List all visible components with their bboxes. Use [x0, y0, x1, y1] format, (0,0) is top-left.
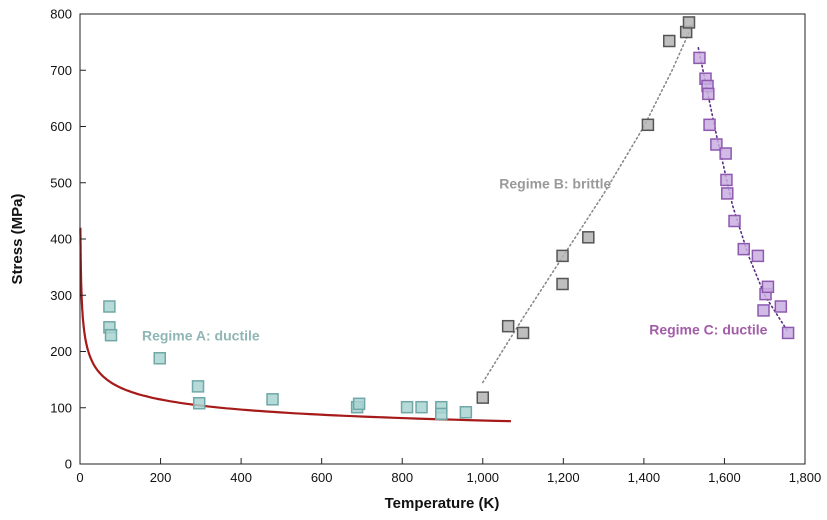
data-point — [721, 187, 734, 200]
x-axis-title: Temperature (K) — [385, 495, 500, 512]
data-point — [781, 326, 795, 340]
data-point — [103, 300, 116, 313]
data-point — [352, 397, 366, 411]
y-tick-label: 400 — [50, 232, 72, 247]
plot-frame — [79, 13, 806, 465]
dotted-fit-line-1 — [482, 24, 693, 384]
y-tick-label: 300 — [50, 288, 72, 303]
regime-annotations: Regime A: ductile Regime B: brittle Regime… — [142, 175, 768, 343]
data-point — [582, 231, 595, 244]
data-points — [103, 16, 795, 421]
x-tick-label: 1,800 — [789, 470, 822, 485]
data-point — [104, 328, 118, 342]
y-tick-label: 800 — [50, 7, 72, 22]
regime-a-fit-curve — [79, 227, 512, 423]
data-point — [751, 249, 765, 263]
data-point — [757, 304, 770, 317]
data-point — [191, 380, 205, 393]
data-point — [459, 406, 473, 419]
regime-label: Regime B: brittle — [499, 175, 611, 191]
x-tick-label: 1,200 — [547, 470, 580, 485]
x-tick-label: 400 — [230, 470, 252, 485]
regime-label: Regime A: ductile — [142, 327, 260, 343]
x-tick-label: 1,400 — [628, 470, 661, 485]
data-point — [761, 280, 775, 294]
y-tick-label: 200 — [50, 344, 72, 359]
x-tick-label: 1,000 — [467, 470, 500, 485]
data-point — [415, 400, 428, 414]
data-point — [192, 397, 206, 410]
regime-label: Regime C: ductile — [649, 322, 767, 338]
x-tick-label: 0 — [76, 470, 83, 485]
data-point — [556, 249, 569, 263]
y-tick-label: 100 — [50, 400, 72, 415]
x-tick-label: 600 — [311, 470, 333, 485]
y-tick-label: 700 — [50, 63, 72, 78]
data-point — [516, 326, 530, 340]
x-tick-label: 800 — [391, 470, 413, 485]
data-point — [702, 87, 715, 101]
y-tick-label: 500 — [50, 175, 72, 190]
data-point — [266, 393, 279, 406]
data-point — [682, 16, 696, 29]
data-point — [719, 147, 732, 160]
data-point — [641, 118, 655, 132]
y-tick-label: 600 — [50, 119, 72, 134]
data-point — [435, 407, 448, 421]
x-tick-label: 200 — [150, 470, 172, 485]
data-point — [710, 138, 723, 151]
data-point — [720, 173, 733, 187]
data-point — [728, 214, 741, 228]
data-point — [737, 242, 751, 256]
data-point — [663, 34, 676, 48]
y-tick-label: 0 — [65, 457, 72, 472]
fit-lines — [79, 24, 788, 423]
data-point — [774, 300, 788, 313]
data-point — [693, 51, 706, 65]
data-point — [153, 352, 166, 365]
data-point — [703, 118, 716, 132]
data-point — [400, 400, 414, 414]
x-tick-label: 1,600 — [708, 470, 741, 485]
y-axis-title: Stress (MPa) — [9, 194, 26, 285]
data-point — [556, 277, 569, 291]
data-point — [476, 391, 490, 404]
axis-ticks: 0 200 400 600 800 1,000 1,200 1,400 1,600 1,800 0 1… — [50, 7, 821, 486]
data-point — [501, 319, 515, 333]
